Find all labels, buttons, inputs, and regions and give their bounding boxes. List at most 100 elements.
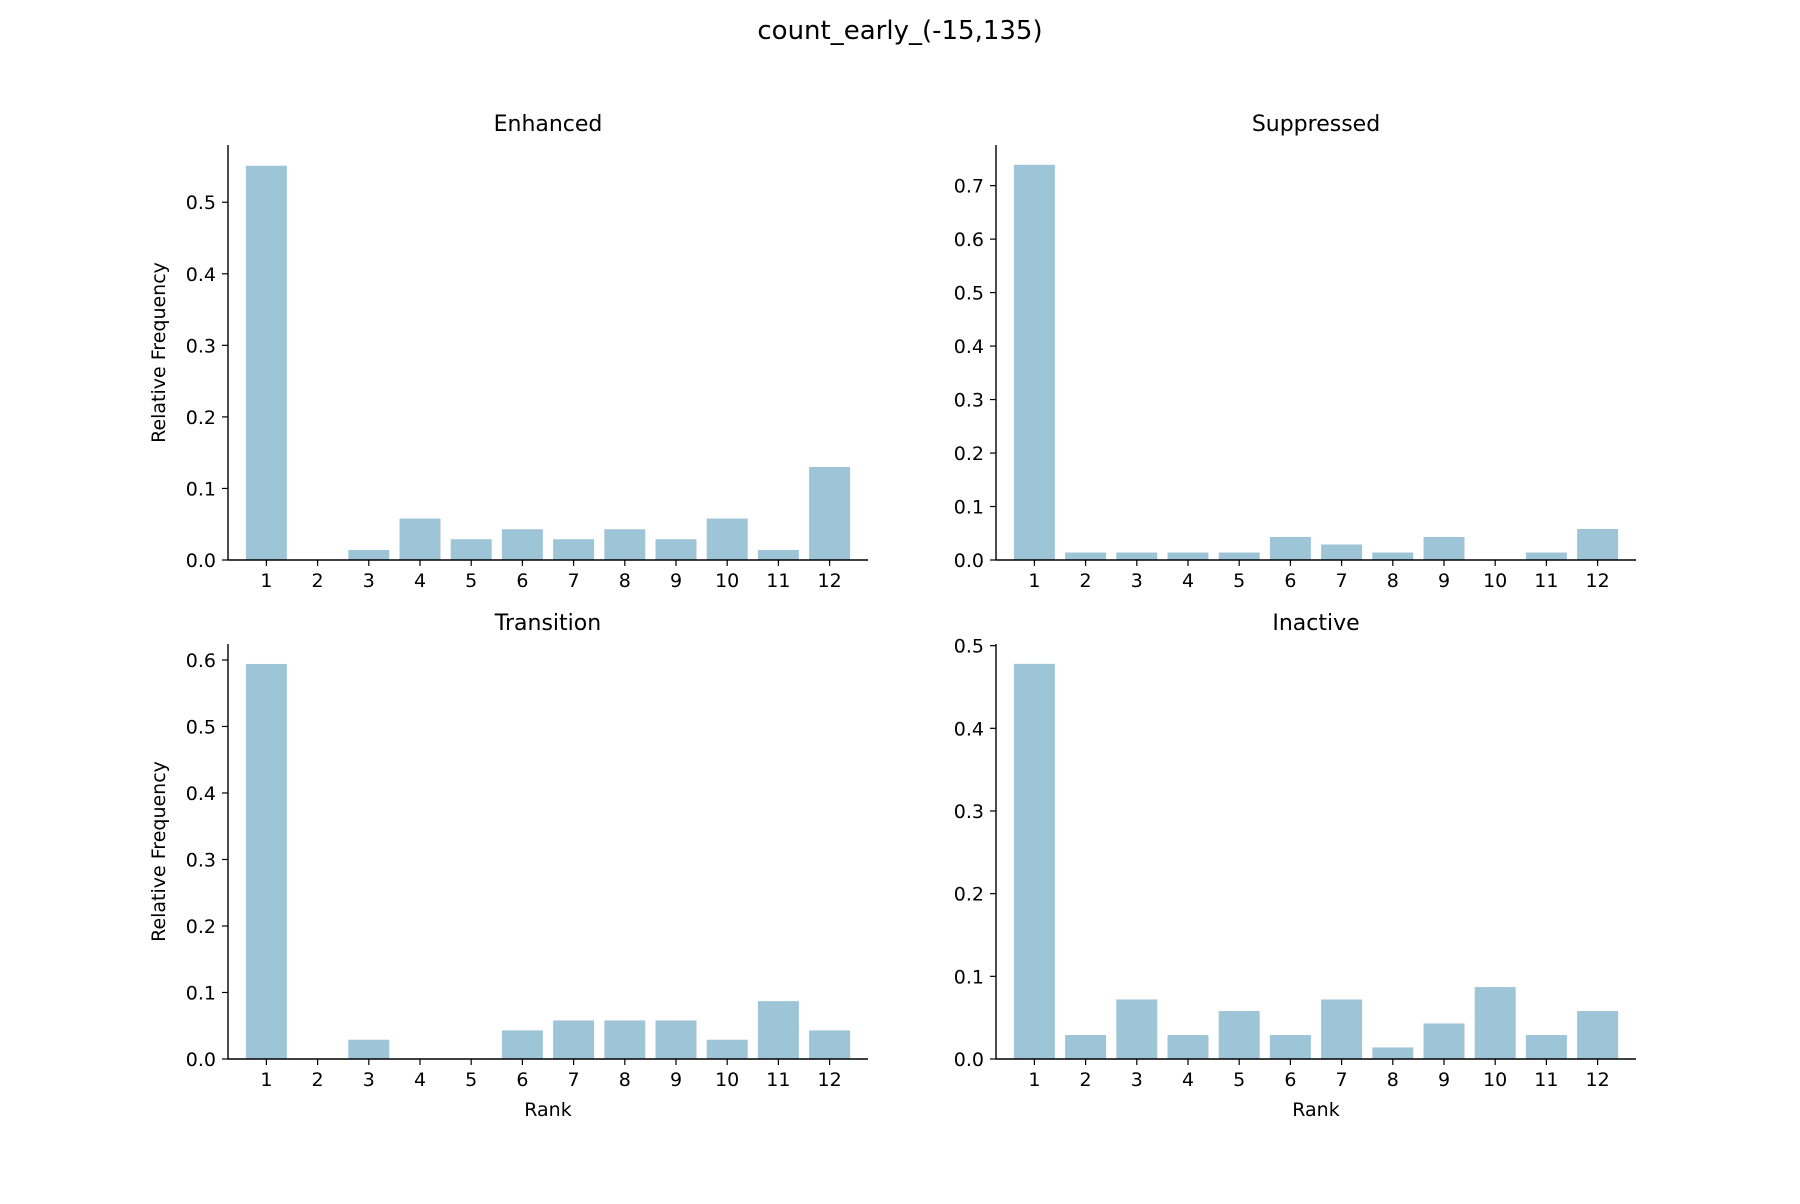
bar-enhanced-3 [348,549,390,560]
bar-transition-8 [604,1020,646,1059]
y-tick-label-suppressed-0.2: 0.2 [954,443,984,465]
x-tick-label-transition-3: 3 [363,1069,375,1091]
panel-title-enhanced: Enhanced [494,112,603,137]
y-tick-label-enhanced-0.0: 0.0 [186,550,216,572]
bar-inactive-5 [1218,1011,1260,1059]
x-tick-label-suppressed-5: 5 [1233,570,1245,592]
panel-title-inactive: Inactive [1272,611,1359,636]
y-tick-label-transition-0.5: 0.5 [186,716,216,738]
x-tick-label-transition-9: 9 [670,1069,682,1091]
x-tick-label-transition-4: 4 [414,1069,426,1091]
y-axis-label-transition: Relative Frequency [148,761,170,942]
bar-inactive-9 [1423,1023,1465,1059]
bar-suppressed-2 [1065,552,1107,560]
y-axis-label-enhanced: Relative Frequency [148,262,170,443]
x-tick-label-inactive-11: 11 [1534,1069,1558,1091]
x-tick-label-transition-10: 10 [715,1069,739,1091]
bar-enhanced-10 [706,518,748,560]
x-tick-label-enhanced-9: 9 [670,570,682,592]
bar-transition-1 [245,663,287,1059]
x-tick-label-transition-5: 5 [465,1069,477,1091]
bar-suppressed-4 [1167,552,1209,560]
y-tick-label-enhanced-0.5: 0.5 [186,192,216,214]
bar-enhanced-5 [450,539,492,560]
y-tick-label-transition-0.4: 0.4 [186,783,216,805]
x-tick-label-inactive-6: 6 [1284,1069,1296,1091]
y-tick-label-transition-0.6: 0.6 [186,650,216,672]
bar-inactive-1 [1013,663,1055,1059]
bar-inactive-6 [1269,1035,1311,1059]
x-axis-label-inactive: Rank [1292,1099,1339,1121]
x-tick-label-suppressed-8: 8 [1387,570,1399,592]
y-tick-label-enhanced-0.2: 0.2 [186,407,216,429]
bar-enhanced-4 [399,518,441,560]
x-tick-label-transition-11: 11 [766,1069,790,1091]
x-tick-label-suppressed-1: 1 [1028,570,1040,592]
y-tick-label-inactive-0.0: 0.0 [954,1049,984,1071]
x-tick-label-suppressed-6: 6 [1284,570,1296,592]
bar-transition-3 [348,1039,390,1059]
bar-inactive-10 [1474,987,1516,1059]
bar-enhanced-6 [501,529,543,560]
x-tick-label-inactive-2: 2 [1080,1069,1092,1091]
y-tick-label-inactive-0.5: 0.5 [954,636,984,658]
y-tick-label-inactive-0.2: 0.2 [954,884,984,906]
x-tick-label-transition-12: 12 [818,1069,842,1091]
x-tick-label-enhanced-10: 10 [715,570,739,592]
y-tick-label-inactive-0.1: 0.1 [954,966,984,988]
x-tick-label-suppressed-3: 3 [1131,570,1143,592]
bar-suppressed-3 [1116,552,1158,560]
y-tick-label-suppressed-0.7: 0.7 [954,176,984,198]
x-tick-label-suppressed-9: 9 [1438,570,1450,592]
y-tick-label-inactive-0.4: 0.4 [954,718,984,740]
y-tick-label-transition-0.2: 0.2 [186,916,216,938]
y-tick-label-enhanced-0.4: 0.4 [186,264,216,286]
x-tick-label-transition-2: 2 [312,1069,324,1091]
bar-enhanced-11 [757,549,799,560]
x-tick-label-enhanced-4: 4 [414,570,426,592]
bar-suppressed-7 [1321,544,1363,560]
y-tick-label-transition-0.3: 0.3 [186,849,216,871]
x-tick-label-enhanced-3: 3 [363,570,375,592]
y-tick-label-suppressed-0.4: 0.4 [954,336,984,358]
bar-suppressed-6 [1269,537,1311,560]
x-tick-label-inactive-4: 4 [1182,1069,1194,1091]
bar-transition-6 [501,1030,543,1059]
y-tick-label-suppressed-0.0: 0.0 [954,550,984,572]
x-tick-label-inactive-9: 9 [1438,1069,1450,1091]
x-tick-label-suppressed-10: 10 [1483,570,1507,592]
x-axis-label-transition: Rank [524,1099,571,1121]
bar-enhanced-1 [245,165,287,560]
x-tick-label-transition-8: 8 [619,1069,631,1091]
bar-inactive-12 [1577,1011,1619,1059]
y-tick-label-enhanced-0.3: 0.3 [186,335,216,357]
bar-suppressed-9 [1423,537,1465,560]
bar-enhanced-9 [655,539,697,560]
bar-inactive-11 [1525,1035,1567,1059]
y-tick-label-suppressed-0.1: 0.1 [954,497,984,519]
x-tick-label-suppressed-7: 7 [1336,570,1348,592]
y-tick-label-suppressed-0.5: 0.5 [954,283,984,305]
x-tick-label-suppressed-12: 12 [1586,570,1610,592]
y-tick-label-inactive-0.3: 0.3 [954,801,984,823]
x-tick-label-transition-6: 6 [516,1069,528,1091]
bar-inactive-7 [1321,999,1363,1059]
x-tick-label-enhanced-1: 1 [260,570,272,592]
x-tick-label-inactive-1: 1 [1028,1069,1040,1091]
bar-enhanced-8 [604,529,646,560]
bar-inactive-2 [1065,1035,1107,1059]
bar-enhanced-12 [809,466,851,560]
x-tick-label-inactive-5: 5 [1233,1069,1245,1091]
y-tick-label-suppressed-0.6: 0.6 [954,229,984,251]
y-tick-label-suppressed-0.3: 0.3 [954,390,984,412]
bar-suppressed-5 [1218,552,1260,560]
figure-title: count_early_(-15,135) [757,16,1043,46]
x-tick-label-enhanced-6: 6 [516,570,528,592]
bar-suppressed-12 [1577,528,1619,560]
bar-suppressed-8 [1372,552,1414,560]
